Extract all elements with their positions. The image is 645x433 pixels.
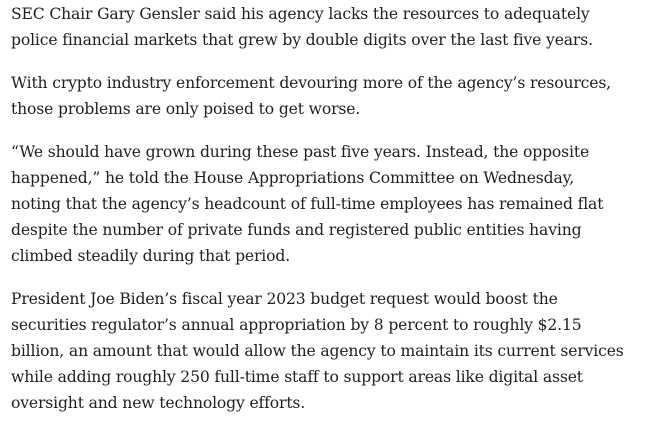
paragraph-line: despite the number of private funds and …: [11, 221, 582, 239]
article-paragraph: SEC Chair Gary Gensler said his agency l…: [11, 1, 641, 53]
paragraph-line: SEC Chair Gary Gensler said his agency l…: [11, 5, 590, 23]
paragraph-line: those problems are only poised to get wo…: [11, 100, 361, 118]
paragraph-line: police financial markets that grew by do…: [11, 31, 593, 49]
article-paragraph: With crypto industry enforcement devouri…: [11, 70, 641, 122]
paragraph-line: billion, an amount that would allow the …: [11, 342, 624, 360]
paragraph-line: With crypto industry enforcement devouri…: [11, 74, 611, 92]
paragraph-line: oversight and new technology efforts.: [11, 394, 306, 412]
paragraph-line: President Joe Biden’s fiscal year 2023 b…: [11, 290, 558, 308]
paragraph-line: climbed steadily during that period.: [11, 247, 291, 265]
article-body: SEC Chair Gary Gensler said his agency l…: [11, 1, 641, 433]
article-paragraph: President Joe Biden’s fiscal year 2023 b…: [11, 286, 641, 416]
paragraph-line: “We should have grown during these past …: [11, 143, 590, 161]
paragraph-line: noting that the agency’s headcount of fu…: [11, 195, 604, 213]
paragraph-line: securities regulator’s annual appropriat…: [11, 316, 582, 334]
paragraph-line: while adding roughly 250 full-time staff…: [11, 368, 583, 386]
article-paragraph: “We should have grown during these past …: [11, 139, 641, 269]
paragraph-line: happened,” he told the House Appropriati…: [11, 169, 575, 187]
